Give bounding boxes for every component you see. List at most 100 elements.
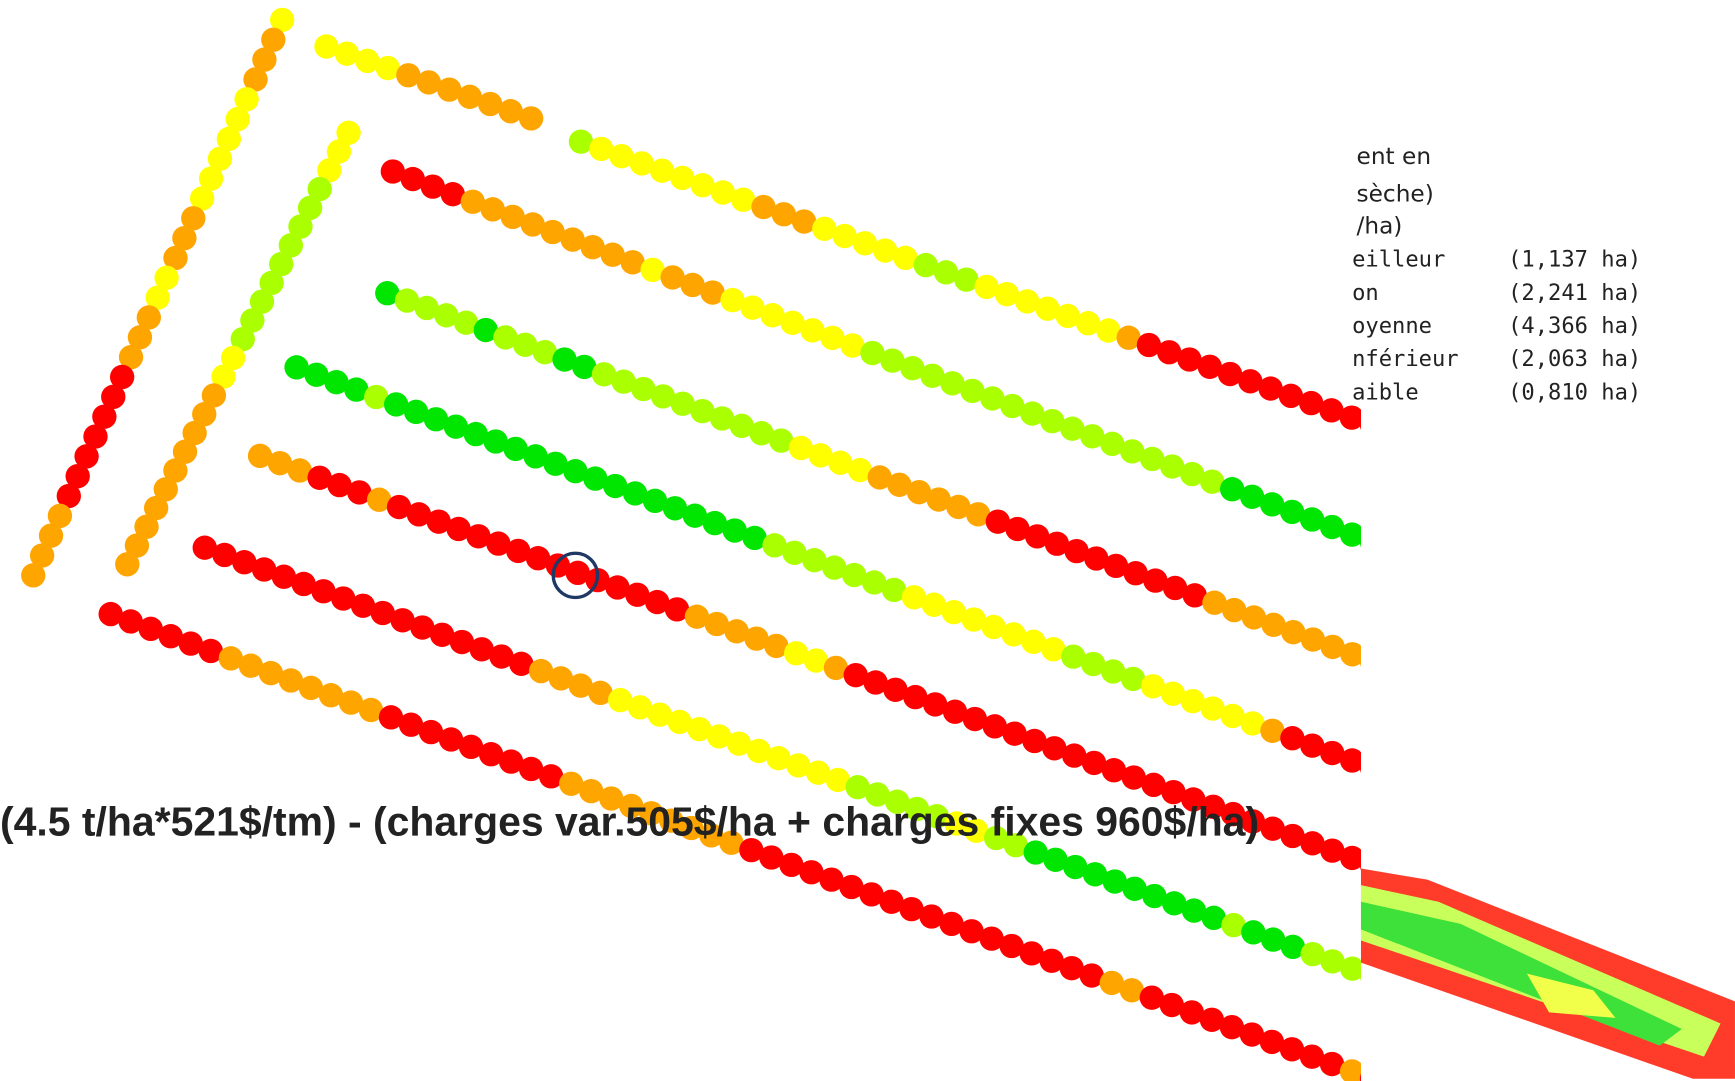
yield-point (803, 648, 829, 673)
yield-point (378, 705, 404, 730)
yield-point (1079, 963, 1104, 988)
yield-point (944, 811, 969, 836)
yield-point (143, 495, 169, 521)
yield-point (1278, 383, 1304, 408)
yield-point (639, 801, 664, 826)
yield-point (153, 477, 178, 502)
yield-point (859, 882, 884, 907)
yield-point (1199, 1007, 1225, 1032)
yield-point (802, 548, 827, 573)
yield-point (1339, 1059, 1361, 1081)
yield-point (709, 406, 735, 431)
yield-point (548, 666, 574, 691)
legend-title-line: sèche) (1357, 180, 1434, 207)
yield-point (1239, 484, 1265, 509)
yield-point (118, 344, 144, 370)
yield-point (839, 874, 864, 900)
yield-point (216, 126, 242, 152)
yield-point (426, 509, 451, 534)
yield-point (940, 371, 965, 396)
yield-point (101, 384, 126, 409)
yield-point (1299, 390, 1324, 416)
yield-point (742, 525, 767, 551)
yield-point (249, 289, 275, 314)
yield-point (267, 450, 293, 476)
yield-point (271, 564, 297, 589)
yield-point (540, 219, 565, 245)
yield-point (880, 348, 905, 373)
yield-point (982, 714, 1007, 739)
yield-point (520, 212, 545, 237)
yield-point (640, 257, 665, 283)
yield-point (145, 285, 170, 310)
selection-circle (551, 551, 600, 600)
yield-point (429, 622, 455, 647)
legend-area: (0,810 ha) (1508, 379, 1641, 405)
yield-point (443, 414, 469, 439)
yield-point (1121, 765, 1146, 790)
yield-point (1015, 289, 1040, 314)
yield-point (358, 697, 384, 723)
yield-point (172, 225, 197, 251)
yield-point (478, 742, 504, 767)
yield-point (645, 589, 670, 615)
yield-point (625, 582, 650, 607)
yield-point (1099, 970, 1124, 996)
yield-point (318, 683, 344, 708)
yield-point (704, 611, 729, 637)
legend-label: eilleur (1352, 247, 1445, 273)
yield-point (314, 34, 339, 59)
yield-point (163, 458, 188, 483)
yield-point (287, 458, 312, 483)
yield-point (1179, 1000, 1205, 1025)
yield-point (211, 364, 236, 389)
legend-area: (2,063 ha) (1508, 346, 1641, 372)
yield-point (1319, 514, 1345, 540)
yield-point (331, 586, 356, 611)
yield-point (1005, 516, 1030, 542)
yield-point (726, 731, 752, 756)
legend: ent en sèche) /ha) eilleur (1,137 ha) on (2,24… (1352, 143, 1641, 406)
yield-point (449, 629, 475, 655)
yield-point (860, 340, 885, 366)
yield-point (326, 139, 352, 164)
yield-point (799, 860, 824, 885)
yield-point (1096, 318, 1121, 343)
yield-point (1359, 656, 1361, 667)
yield-point (380, 159, 406, 184)
yield-point (729, 413, 754, 439)
yield-point (568, 673, 593, 698)
yield-point (528, 658, 554, 684)
yield-point (1240, 809, 1266, 834)
yield-point (92, 404, 117, 429)
yield-point (1359, 419, 1361, 430)
yield-point (820, 325, 845, 351)
yield-point (288, 214, 313, 239)
yield-point (662, 496, 688, 521)
yield-point (207, 146, 233, 171)
yield-point (588, 680, 613, 706)
yield-point (1116, 325, 1141, 350)
yield-point (572, 354, 597, 380)
yield-point (1022, 728, 1047, 754)
legend-label: oyenne (1352, 313, 1432, 339)
yield-point (163, 245, 188, 271)
yield-point (1320, 838, 1345, 863)
yield-point (650, 384, 676, 409)
yield-point (311, 579, 336, 604)
yield-point (722, 518, 747, 543)
yield-point (1162, 575, 1188, 601)
yield-point (620, 250, 645, 275)
yield-point (336, 120, 361, 145)
yield-point (375, 281, 400, 306)
yield-point (1359, 970, 1361, 981)
yield-point (1241, 605, 1267, 630)
yield-point (1339, 405, 1361, 430)
yield-point (1180, 688, 1205, 714)
yield-point (370, 600, 395, 626)
yield-point (463, 421, 488, 447)
yield-point (605, 575, 630, 600)
yield-point (1320, 634, 1345, 660)
yield-point (1260, 816, 1285, 841)
